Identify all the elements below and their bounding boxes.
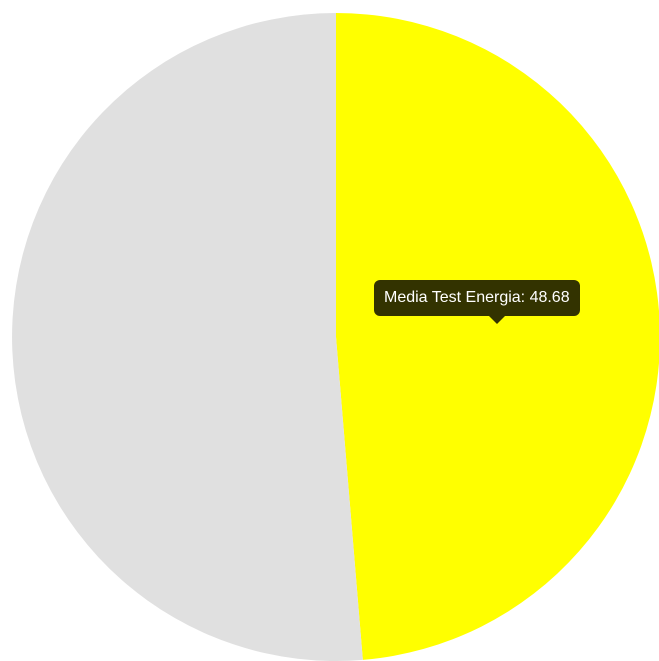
- tooltip-label: Media Test Energia: [384, 289, 521, 306]
- tooltip-separator: :: [520, 289, 530, 306]
- pie-slice-1[interactable]: [336, 13, 659, 660]
- tooltip-value: 48.68: [529, 289, 570, 306]
- pie-slice-2[interactable]: [12, 13, 363, 661]
- chart-tooltip: Media Test Energia: 48.68: [374, 280, 580, 324]
